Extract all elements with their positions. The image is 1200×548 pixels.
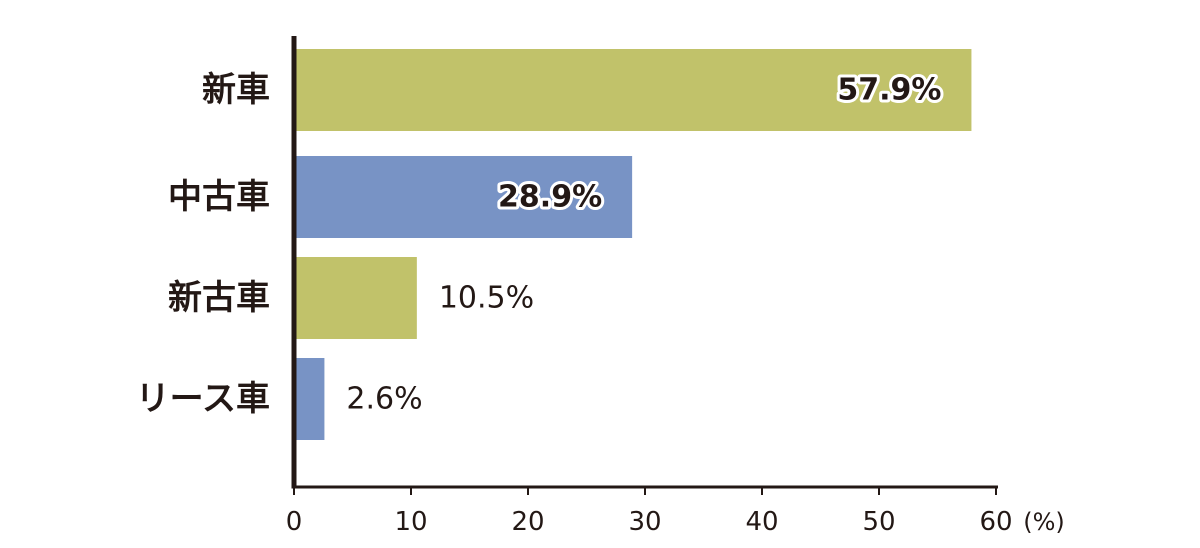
bar-2 xyxy=(294,257,417,339)
x-tick-label-1: 10 xyxy=(394,507,427,537)
x-tick-label-6: 60 xyxy=(979,507,1012,537)
bar-0 xyxy=(294,49,972,131)
value-label-3: 2.6% xyxy=(346,382,422,417)
axis-layer xyxy=(291,36,998,495)
x-tick-label-3: 30 xyxy=(628,507,661,537)
value-label-2: 10.5% xyxy=(439,281,534,316)
category-label-2: 新古車 xyxy=(168,278,270,318)
tick-labels-layer: 0 10 20 30 40 50 60 (%) xyxy=(286,507,1065,537)
value-label-1: 28.9% xyxy=(498,180,602,215)
value-labels-layer: 57.9% 28.9% 10.5% 2.6% xyxy=(346,70,944,417)
category-label-3: リース車 xyxy=(136,379,270,419)
bar-1 xyxy=(294,156,633,238)
bars-layer xyxy=(294,49,972,440)
x-unit-label: (%) xyxy=(1023,508,1065,536)
x-tick-label-2: 20 xyxy=(511,507,544,537)
bar-3 xyxy=(294,358,325,440)
x-tick-label-4: 40 xyxy=(745,507,778,537)
category-label-1: 中古車 xyxy=(168,177,270,217)
x-tick-label-0: 0 xyxy=(286,507,303,537)
category-label-0: 新車 xyxy=(202,70,270,110)
value-label-0: 57.9% xyxy=(837,73,941,108)
x-tick-label-5: 50 xyxy=(862,507,895,537)
